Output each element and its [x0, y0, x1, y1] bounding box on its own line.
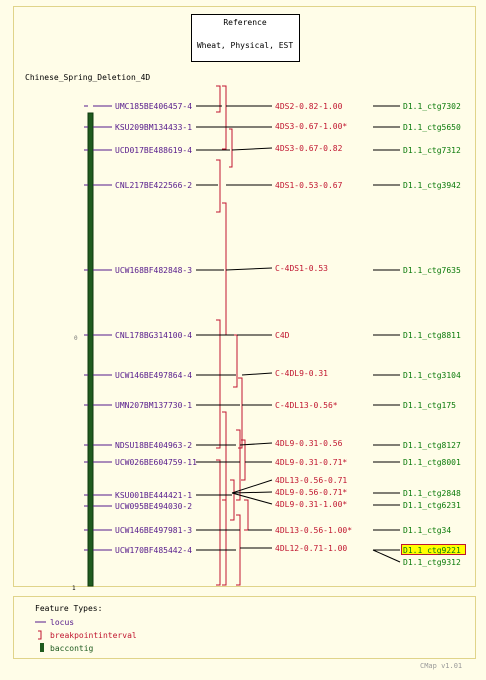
contig-label[interactable]: D1.1_ctg7302 — [403, 102, 461, 111]
contig-label[interactable]: D1.1_ctg3104 — [403, 371, 461, 380]
reference-box[interactable]: Reference Wheat, Physical, EST — [191, 14, 300, 62]
interval-label[interactable]: 4DS1-0.53-0.67 — [275, 181, 343, 190]
bracket[interactable] — [216, 85, 221, 113]
interval-label[interactable]: 4DL13-0.56-0.71 — [275, 476, 347, 485]
bracket[interactable] — [229, 128, 233, 168]
legend-panel: Feature Types: locus breakpointinterval … — [13, 596, 476, 659]
interval-label[interactable]: 4DL9-0.31-0.56 — [275, 439, 343, 448]
locus-label[interactable]: UCW168BF482848-3 — [115, 266, 192, 275]
bracket[interactable] — [216, 159, 221, 213]
bracket[interactable] — [230, 479, 235, 521]
locus-label[interactable]: NDSU18BE404963-2 — [115, 441, 192, 450]
bracket-icon — [38, 630, 42, 640]
locus-label[interactable]: KSU001BE444421-1 — [115, 491, 192, 500]
contig-label[interactable]: D1.1_ctg5650 — [403, 123, 461, 132]
interval-label[interactable]: 4DL9-0.31-0.71* — [275, 458, 347, 467]
legend-item-breakpointinterval: breakpointinterval — [50, 631, 137, 640]
contig-label[interactable]: D1.1_ctg6231 — [403, 501, 461, 510]
locus-label[interactable]: UCD017BE488619-4 — [115, 146, 192, 155]
reference-subtitle: Wheat, Physical, EST — [197, 41, 294, 50]
interval-brackets — [216, 85, 249, 586]
bracket[interactable] — [216, 459, 221, 586]
version-label: CMap v1.01 — [420, 662, 462, 670]
axis-label-end: 1 — [72, 585, 76, 592]
contig-label[interactable]: D1.1_ctg9312 — [403, 558, 461, 567]
locus-label[interactable]: CNL178BG314100-4 — [115, 331, 192, 340]
axis-label-start: 0 — [74, 335, 78, 342]
bracket[interactable] — [216, 319, 221, 449]
contig-label[interactable]: D1.1_ctg7635 — [403, 266, 461, 275]
contig-label[interactable]: D1.1_ctg2848 — [403, 489, 461, 498]
locus-label[interactable]: UCW146BE497864-4 — [115, 371, 192, 380]
interval-label[interactable]: 4DL9-0.56-0.71* — [275, 488, 347, 497]
interval-label[interactable]: C-4DL9-0.31 — [275, 369, 328, 378]
bracket[interactable] — [244, 499, 249, 531]
interval-label[interactable]: 4DS3-0.67-0.82 — [275, 144, 343, 153]
interval-label[interactable]: 4DL9-0.31-1.00* — [275, 500, 347, 509]
locus-label[interactable]: UMC185BE406457-4 — [115, 102, 192, 111]
legend-title: Feature Types: — [35, 604, 102, 613]
interval-labels: 4DS2-0.82-1.00 4DS3-0.67-1.00* 4DS3-0.67… — [275, 102, 352, 553]
map-name[interactable]: Chinese_Spring_Deletion_4D — [25, 73, 150, 82]
interval-label[interactable]: 4DL13-0.56-1.00* — [275, 526, 352, 535]
legend-item-locus: locus — [50, 618, 74, 627]
bracket[interactable] — [222, 411, 227, 501]
locus-label[interactable]: UCW026BE604759-11 — [115, 458, 197, 467]
locus-labels: UMC185BE406457-4 KSU209BM134433-1 UCD017… — [115, 102, 197, 555]
interval-label[interactable]: C-4DL13-0.56* — [275, 401, 338, 410]
contig-connectors — [372, 105, 401, 563]
locus-label[interactable]: KSU209BM134433-1 — [115, 123, 192, 132]
contig-label[interactable]: D1.1_ctg8127 — [403, 441, 461, 450]
contig-label[interactable]: D1.1_ctg8811 — [403, 331, 461, 340]
bracket[interactable] — [233, 334, 238, 388]
locus-label[interactable]: CNL217BE422566-2 — [115, 181, 192, 190]
contig-labels: D1.1_ctg7302 D1.1_ctg5650 D1.1_ctg7312 D… — [403, 102, 461, 567]
interval-label[interactable]: 4DS3-0.67-1.00* — [275, 122, 347, 131]
locus-label[interactable]: UCW095BE494030-2 — [115, 502, 192, 511]
bracket[interactable] — [236, 429, 241, 501]
bracket[interactable] — [241, 439, 246, 481]
contig-label[interactable]: D1.1_ctg8001 — [403, 458, 461, 467]
legend-item-baccontig: baccontig — [50, 644, 94, 653]
contig-label[interactable]: D1.1_ctg175 — [403, 401, 456, 410]
bracket[interactable] — [222, 85, 227, 150]
contig-label[interactable]: D1.1_ctg9221 — [403, 546, 461, 555]
interval-label[interactable]: 4DS2-0.82-1.00 — [275, 102, 343, 111]
contig-label[interactable]: D1.1_ctg34 — [403, 526, 451, 535]
interval-label[interactable]: C-4DS1-0.53 — [275, 264, 328, 273]
contig-label[interactable]: D1.1_ctg7312 — [403, 146, 461, 155]
locus-label[interactable]: UCW146BE497981-3 — [115, 526, 192, 535]
contig-highlight — [401, 544, 466, 555]
bar-icon — [40, 643, 44, 652]
fan-lines — [225, 105, 273, 549]
interval-label[interactable]: 4DL12-0.71-1.00 — [275, 544, 347, 553]
locus-label[interactable]: UMN207BM137730-1 — [115, 401, 192, 410]
contig-label[interactable]: D1.1_ctg3942 — [403, 181, 461, 190]
chromosome-bar[interactable] — [87, 112, 94, 587]
bracket[interactable] — [236, 514, 241, 586]
interval-label[interactable]: C4D — [275, 331, 290, 340]
locus-label[interactable]: UCW170BF485442-4 — [115, 546, 192, 555]
locus-connectors — [196, 105, 240, 551]
reference-title: Reference — [223, 18, 267, 27]
locus-ticks — [84, 105, 112, 551]
